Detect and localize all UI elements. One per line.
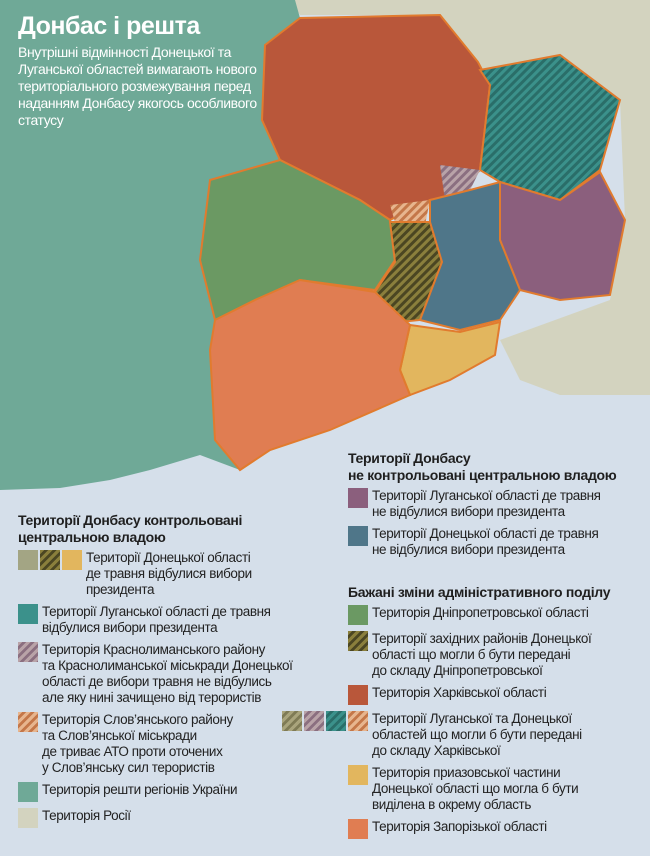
legend-item-text: Території Луганської області де травня н… [372,488,601,519]
legend-item: Територія Слов’янського району та Слов’я… [18,712,318,776]
legend-item: Території Донецької області де травня ві… [18,550,318,598]
legend-item-text: Території Луганської та Донецької област… [372,711,582,758]
legend-uncontrolled: Території Донбасу не контрольовані центр… [348,450,648,564]
legend-swatches [282,711,368,731]
legend-swatches [18,550,82,570]
legend-swatch-solid-kharkiv [348,685,368,705]
donetsk-uncontrolled [418,180,522,332]
legend-item: Території Луганської та Донецької област… [282,711,648,759]
legend-swatch-hatch-purple [18,642,38,662]
legend-changes: Бажані зміни адміністративного поділу Те… [282,584,648,845]
legend-swatch-hatch-olive [348,631,368,651]
legend-changes-heading: Бажані зміни адміністративного поділу [348,584,611,600]
legend-swatches [18,712,38,732]
legend-item-text: Територія Запорізької області [372,819,547,834]
legend-item-text: Територія решти регіонів України [42,782,238,797]
legend-swatches [348,605,368,625]
legend-item: Територія Краснолиманського району та Кр… [18,642,318,706]
legend-item-text: Території західних районів Донецької обл… [372,631,592,678]
legend-swatch-solid-yellow [62,550,82,570]
legend-swatch-solid-purple [348,488,368,508]
legend-item: Території Луганської області де травня н… [348,488,648,520]
legend-swatch-hatch-teal [326,711,346,731]
legend-swatch-hatch-orange [348,711,368,731]
legend-item: Територія Харківської області [348,685,648,705]
legend-item: Території Донецької області де травня не… [348,526,648,558]
legend-swatch-hatch-purple [304,711,324,731]
legend-swatches [348,488,368,508]
legend-controlled-heading: Території Донбасу контрольовані централь… [18,512,243,545]
legend-swatches [18,642,38,662]
legend-item: Території західних районів Донецької обл… [348,631,648,679]
legend-item: Територія приазовської частини Донецької… [348,765,648,813]
legend-swatch-hatch-olive-grey [282,711,302,731]
legend-item: Території Луганської області де травня в… [18,604,318,636]
legend-uncontrolled-heading: Території Донбасу не контрольовані центр… [348,450,617,483]
legend-swatches [348,685,368,705]
page-title: Донбас і решта [18,12,200,40]
russia-territory [290,0,650,395]
ukraine-rest-territory [0,0,300,490]
legend-swatches [18,782,38,802]
legend-swatch-hatch-orange [18,712,38,732]
legend-swatch-solid-ukraine [18,782,38,802]
legend-item: Територія Росії [18,808,318,828]
legend-controlled: Території Донбасу контрольовані централь… [18,512,318,834]
krasnyi-lyman-area [440,165,480,200]
legend-swatch-hatch-olive [40,550,60,570]
legend-item-text: Територія Слов’янського району та Слов’я… [42,712,233,775]
legend-swatches [348,765,368,785]
legend-item-text: Територія Дніпропетровської області [372,605,589,620]
legend-item-text: Територія Харківської області [372,685,547,700]
legend-item: Територія Дніпропетровської області [348,605,648,625]
legend-swatch-solid-green [348,605,368,625]
legend-swatch-solid-teal [18,604,38,624]
legend-item: Територія решти регіонів України [18,782,318,802]
legend-item-text: Території Донецької області де травня ві… [86,550,252,597]
legend-swatches [348,631,368,651]
legend-item-text: Територія Краснолиманського району та Кр… [42,642,293,705]
legend-item: Територія Запорізької області [348,819,648,839]
dnipropetrovsk-oblast [198,158,397,322]
legend-item-text: Території Донецької області де травня не… [372,526,599,557]
legend-item-text: Територія приазовської частини Донецької… [372,765,579,812]
legend-swatch-solid-blue [348,526,368,546]
subtitle: Внутрішні відмінності Донецької та Луган… [18,44,257,128]
legend-item-text: Території Луганської області де травня в… [42,604,271,635]
legend-item-text: Територія Росії [42,808,131,823]
sloviansk-area [390,200,430,225]
legend-swatch-solid-olive-grey [18,550,38,570]
zaporizhzhia-oblast [208,278,412,472]
legend-swatch-solid-zaporizhzhia [348,819,368,839]
legend-swatches [348,526,368,546]
legend-swatch-solid-yellow [348,765,368,785]
legend-swatch-solid-russia [18,808,38,828]
legend-swatches [18,808,38,828]
legend-swatches [348,819,368,839]
legend-swatches [18,604,38,624]
